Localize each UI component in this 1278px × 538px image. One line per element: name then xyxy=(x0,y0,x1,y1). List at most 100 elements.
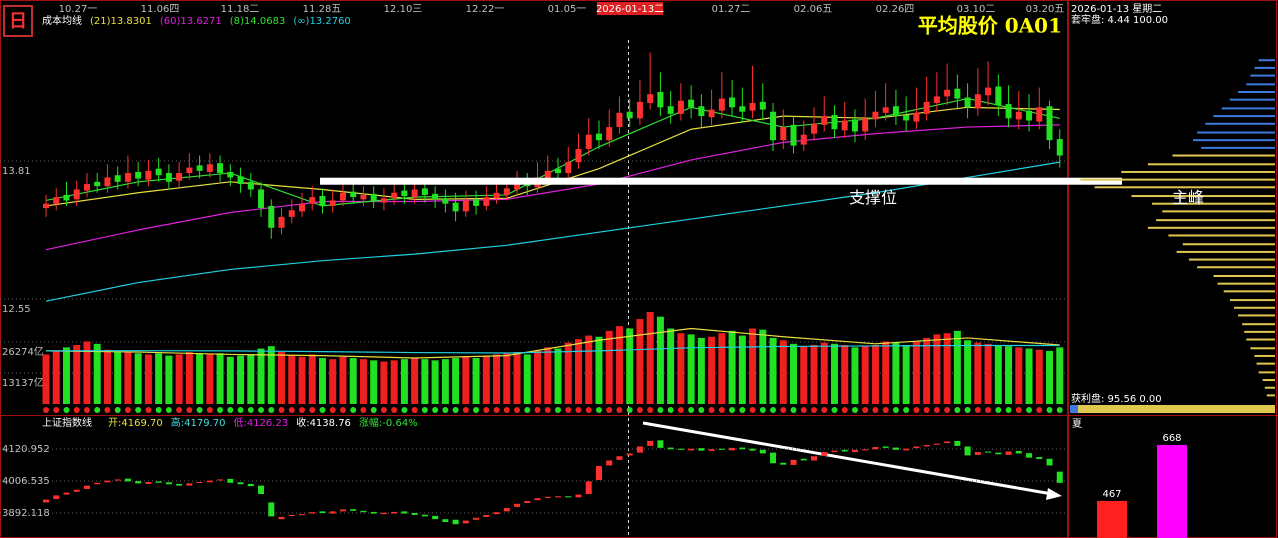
candle-body xyxy=(442,519,449,522)
candle-body xyxy=(667,447,674,450)
candle-body xyxy=(493,192,500,199)
chip-row xyxy=(1254,354,1275,357)
chip-row xyxy=(1131,195,1275,198)
chip-row xyxy=(1193,139,1275,142)
candle-body xyxy=(380,198,387,203)
candle-body xyxy=(974,94,981,109)
volume-bar xyxy=(861,346,869,404)
volume-bar xyxy=(431,360,439,404)
trend-dot xyxy=(851,407,858,413)
trend-dot xyxy=(432,407,439,413)
chip-row xyxy=(1176,250,1275,253)
candle-body xyxy=(759,101,766,110)
volume-bar xyxy=(42,354,50,404)
chip-row xyxy=(1242,323,1275,326)
volume-bar xyxy=(318,357,326,404)
candle-body xyxy=(227,171,234,178)
trend-dot xyxy=(227,407,234,413)
candle-body xyxy=(503,188,510,195)
chip-trapped: 套牢盘: 4.44 100.00 xyxy=(1071,13,1168,26)
candle-body xyxy=(1005,104,1012,119)
volume-bar xyxy=(1046,350,1054,404)
candle-body xyxy=(288,514,295,516)
trend-dot xyxy=(524,407,531,413)
candle-body xyxy=(196,165,203,171)
volume-bar xyxy=(708,336,716,404)
trend-dot xyxy=(565,407,572,413)
volume-bar xyxy=(964,340,972,404)
date-label: 01.05一 xyxy=(548,4,587,15)
volume-bar xyxy=(544,347,552,404)
trend-dot xyxy=(63,407,70,413)
cursor-date-badge xyxy=(597,2,663,15)
candle-body xyxy=(544,170,551,179)
trend-dot xyxy=(1046,407,1053,413)
profit-bar-profit xyxy=(1078,405,1275,413)
chip-row xyxy=(1254,66,1275,69)
volume-bar xyxy=(790,343,798,404)
volume-bar xyxy=(933,334,941,404)
volume-bar xyxy=(493,354,501,404)
volume-bar xyxy=(411,357,419,404)
volume-bar xyxy=(605,330,613,404)
candle-body xyxy=(933,443,940,445)
candle-body xyxy=(770,452,777,464)
candle-body xyxy=(616,456,623,460)
candle-body xyxy=(780,127,787,141)
candle-body xyxy=(811,123,817,134)
chip-row xyxy=(1152,202,1275,205)
candle-body xyxy=(380,512,387,515)
period-button[interactable] xyxy=(3,5,33,37)
trend-dot xyxy=(135,407,142,413)
chip-row xyxy=(1197,266,1275,269)
candle-body xyxy=(206,164,213,172)
candle-body xyxy=(1036,457,1043,460)
candle-body xyxy=(237,176,244,185)
volume-bar xyxy=(339,356,347,404)
chip-row xyxy=(1229,299,1275,302)
trend-dot xyxy=(1026,407,1033,413)
volume-bar xyxy=(656,316,664,404)
side-bar xyxy=(1097,500,1127,538)
candle-body xyxy=(995,452,1002,455)
y-tick-label: 26274亿 xyxy=(2,345,44,358)
period-icon[interactable]: 日 xyxy=(9,11,27,32)
date-label: 03.10二 xyxy=(957,4,996,15)
chip-row xyxy=(1264,386,1275,389)
y-tick-label: 3892.118 xyxy=(2,508,50,519)
y-tick-label: 4006.535 xyxy=(2,476,50,487)
candle-body xyxy=(944,89,951,97)
volume-bar xyxy=(841,345,849,404)
volume-bar xyxy=(503,353,511,404)
legend-entry: (60)13.6271 xyxy=(160,16,222,27)
trend-dot xyxy=(944,407,951,413)
candle-body xyxy=(53,197,60,204)
candle-body xyxy=(647,440,654,446)
volume-bar xyxy=(1035,349,1043,404)
date-label: 02.06五 xyxy=(794,4,833,15)
volume-bar xyxy=(923,337,931,404)
volume-bar xyxy=(206,354,214,404)
volume-bar xyxy=(615,326,623,404)
candle-body xyxy=(851,119,858,132)
volume-bar xyxy=(175,354,183,404)
trend-dot xyxy=(83,407,90,413)
trend-dot xyxy=(595,407,602,413)
profit-bar-trapped xyxy=(1070,405,1078,413)
volume-bar xyxy=(892,342,900,404)
candle-body xyxy=(411,189,418,198)
volume-bar xyxy=(718,333,726,404)
chip-row xyxy=(1147,163,1275,166)
volume-bar xyxy=(646,311,654,404)
volume-bar xyxy=(329,359,337,404)
candle-body xyxy=(165,173,172,182)
candle-body xyxy=(1046,458,1053,466)
trend-dot xyxy=(309,407,316,413)
volume-bar xyxy=(636,319,644,404)
support-line xyxy=(320,177,1122,185)
trend-dot xyxy=(206,407,213,413)
volume-bar xyxy=(114,352,122,404)
chip-row xyxy=(1201,146,1275,149)
volume-bar xyxy=(626,328,634,404)
trend-dot xyxy=(370,407,377,413)
